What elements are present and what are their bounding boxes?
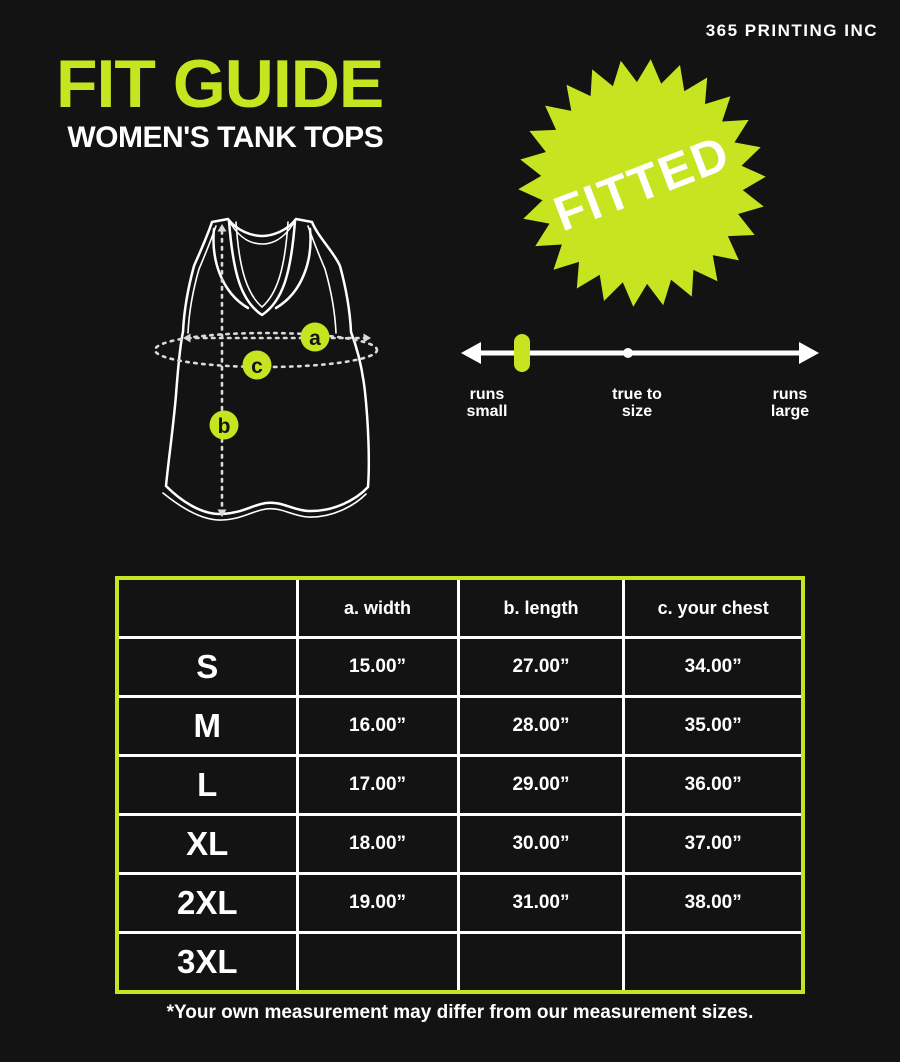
scale-label-line: runs [772,386,808,403]
col-header-chest: c. your chest [625,580,801,636]
value-cell: 30.00” [459,816,623,872]
size-table: a. width b. length c. your chest S 15.00… [115,576,805,994]
size-cell-3xl: 3XL [119,934,296,990]
scale-label-runs-small: runs small [427,386,547,421]
size-cell-s: S [119,639,296,695]
scale-label-line: runs [469,386,505,403]
scale-label-line: true to [612,386,662,403]
fitted-badge: FITTED [518,59,766,307]
starburst-icon [518,59,766,307]
value-cell: 19.00” [298,875,457,931]
size-cell-xl: XL [119,816,296,872]
marker-c-letter: c [251,355,263,378]
value-cell: 35.00” [625,698,801,754]
value-cell [459,934,623,990]
col-header-length: b. length [459,580,623,636]
footnote: *Your own measurement may differ from ou… [166,1002,754,1023]
value-cell: 36.00” [625,757,801,813]
value-cell: 15.00” [298,639,457,695]
scale-center-dot [623,348,633,358]
tank-top-outline-icon [162,217,371,521]
header-block: FIT GUIDE WOMEN'S TANK TOPS [56,46,384,154]
scale-label-line: small [466,402,508,420]
marker-a: a [300,322,330,352]
length-measure-line [217,224,227,517]
scale-marker [514,334,530,372]
value-cell [298,934,457,990]
marker-b-letter: b [218,415,231,438]
value-cell: 17.00” [298,757,457,813]
scale-label-true-to-size: true to size [577,386,697,421]
marker-c-circle [242,350,272,380]
brand-text: 365 PRINTING INC [705,21,878,40]
page-subtitle: WOMEN'S TANK TOPS [67,121,384,154]
marker-a-letter: a [309,327,321,350]
size-cell-m: M [119,698,296,754]
scale-label-line: large [770,402,810,420]
marker-a-circle [300,322,330,352]
table-corner-cell [119,580,296,636]
tank-top-diagram: a c b [153,217,379,521]
value-cell [625,934,801,990]
value-cell: 38.00” [625,875,801,931]
fit-scale [461,334,819,372]
marker-b-circle [209,410,239,440]
page-title: FIT GUIDE [56,46,384,122]
value-cell: 16.00” [298,698,457,754]
value-cell: 29.00” [459,757,623,813]
scale-label-runs-large: runs large [730,386,850,421]
value-cell: 27.00” [459,639,623,695]
value-cell: 34.00” [625,639,801,695]
value-cell: 37.00” [625,816,801,872]
size-cell-l: L [119,757,296,813]
marker-b: b [209,410,239,440]
scale-label-line: size [621,402,653,420]
arrow-left-icon [461,342,481,364]
size-cell-2xl: 2XL [119,875,296,931]
col-header-width: a. width [298,580,457,636]
arrow-right-icon [799,342,819,364]
marker-c: c [242,350,272,380]
value-cell: 31.00” [459,875,623,931]
value-cell: 18.00” [298,816,457,872]
value-cell: 28.00” [459,698,623,754]
